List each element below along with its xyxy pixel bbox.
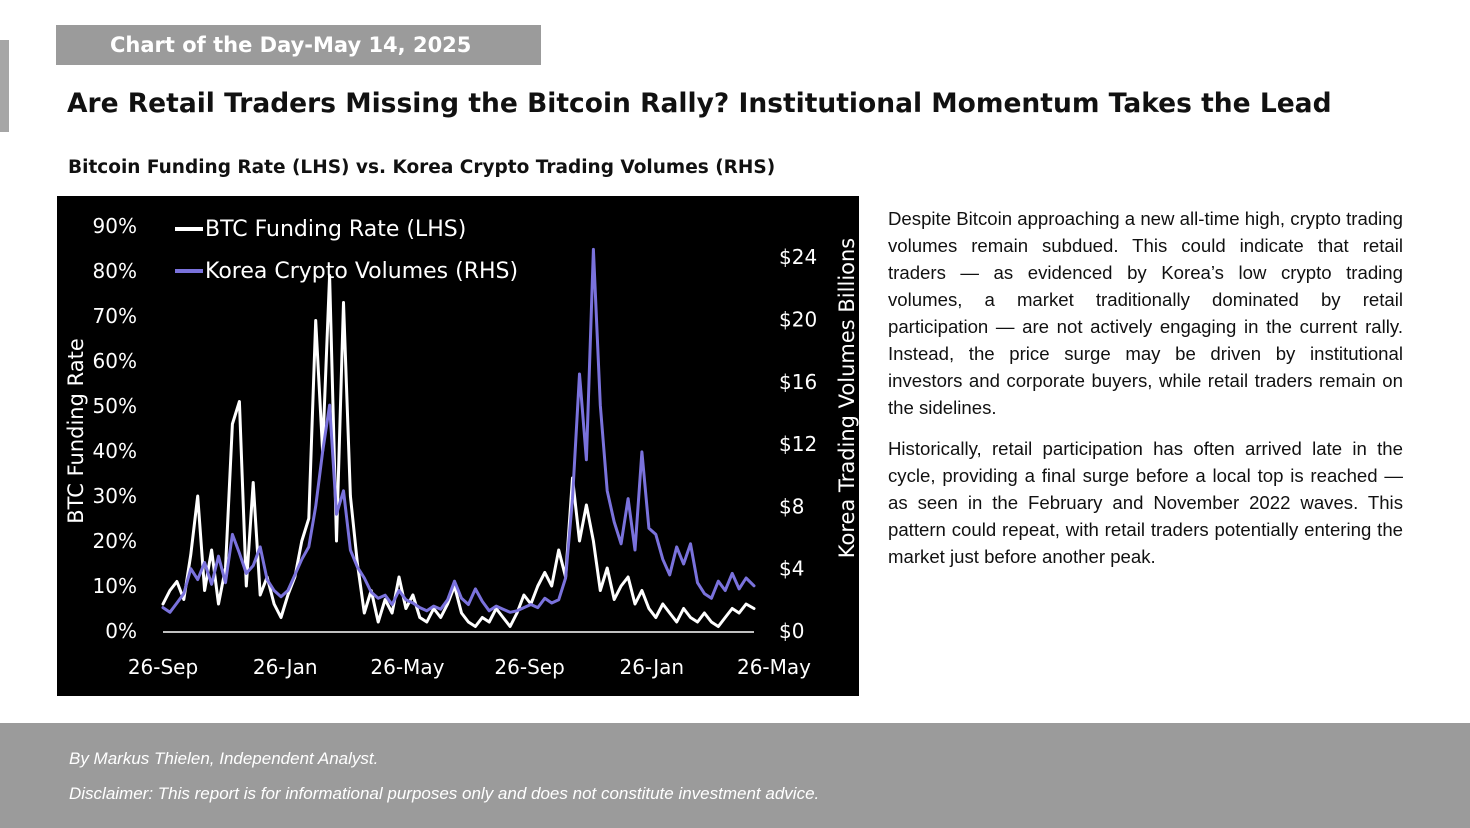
commentary-paragraph-2: Historically, retail participation has o… [888, 438, 1403, 567]
footer: By Markus Thielen, Independent Analyst. … [0, 723, 1470, 828]
headline: Are Retail Traders Missing the Bitcoin R… [67, 88, 1332, 119]
disclaimer: Disclaimer: This report is for informati… [69, 784, 820, 803]
y-right-tick-label: $4 [779, 557, 804, 581]
y-left-tick-label: 20% [93, 529, 137, 553]
x-tick-label: 26-Jan [619, 655, 684, 679]
legend-label-funding: BTC Funding Rate (LHS) [205, 217, 466, 242]
y-right-tick-label: $24 [779, 245, 817, 269]
x-tick-label: 26-May [370, 655, 444, 679]
funding-vs-volume-chart: 0% 10% 20% 30% 40% 50% 60% 70% 80% 90% $0 $4 $8 $12 $1… [64, 214, 859, 679]
chart-of-the-day-tag: Chart of the Day-May 14, 2025 [56, 25, 541, 65]
y-right-axis-title: Korea Trading Volumes Billions [835, 238, 859, 559]
author-credit: By Markus Thielen, Independent Analyst. [69, 749, 379, 768]
y-right-tick-label: $12 [779, 432, 817, 456]
korea-volume-line [161, 247, 756, 614]
left-accent-bar [0, 40, 9, 132]
y-left-tick-label: 70% [93, 304, 137, 328]
x-tick-label: 26-Jan [253, 655, 318, 679]
chart-panel: 0% 10% 20% 30% 40% 50% 60% 70% 80% 90% $0 $4 $8 $12 $1… [57, 196, 859, 696]
y-left-tick-label: 90% [93, 214, 137, 238]
y-left-tick-label: 0% [105, 619, 137, 643]
btc-funding-rate-line [161, 274, 756, 628]
x-tick-label: 26-Sep [494, 655, 564, 679]
y-left-tick-label: 80% [93, 259, 137, 283]
y-right-tick-label: $20 [779, 307, 817, 331]
y-left-tick-label: 50% [93, 394, 137, 418]
y-right-tick-label: $0 [779, 619, 804, 643]
y-left-tick-label: 10% [93, 574, 137, 598]
x-tick-label: 26-May [737, 655, 811, 679]
chart-subtitle: Bitcoin Funding Rate (LHS) vs. Korea Cry… [68, 157, 776, 178]
y-left-tick-label: 30% [93, 484, 137, 508]
y-right-tick-label: $8 [779, 494, 804, 518]
commentary: Despite Bitcoin approaching a new all-ti… [888, 205, 1403, 584]
legend-label-volume: Korea Crypto Volumes (RHS) [205, 259, 518, 284]
commentary-paragraph-1: Despite Bitcoin approaching a new all-ti… [888, 208, 1403, 418]
x-tick-label: 26-Sep [128, 655, 198, 679]
y-left-axis-title: BTC Funding Rate [64, 338, 88, 524]
y-left-tick-label: 40% [93, 439, 137, 463]
y-right-tick-label: $16 [779, 370, 817, 394]
y-left-tick-label: 60% [93, 349, 137, 373]
